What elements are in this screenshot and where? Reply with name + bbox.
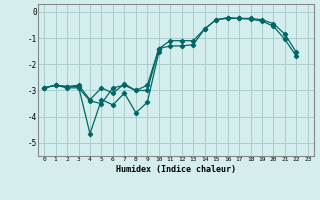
X-axis label: Humidex (Indice chaleur): Humidex (Indice chaleur) bbox=[116, 165, 236, 174]
